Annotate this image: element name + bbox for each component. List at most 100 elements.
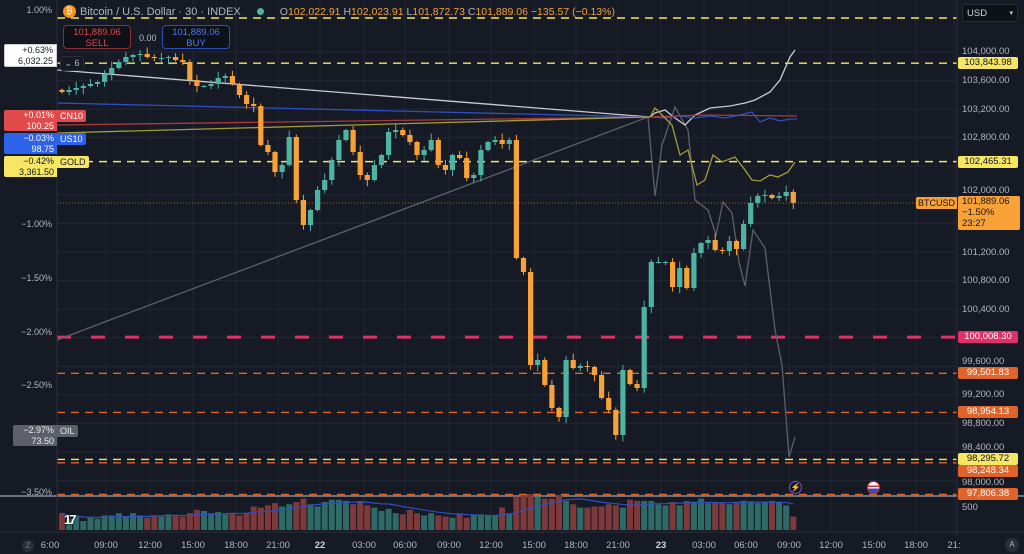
candle-body: [59, 89, 65, 92]
collapse-indicators-button[interactable]: ⌄ 6: [60, 56, 84, 71]
candle-body: [244, 95, 250, 104]
candle-body: [563, 360, 569, 417]
candle-body: [400, 130, 406, 135]
comparison-oil-tag[interactable]: OIL: [57, 425, 78, 437]
candle-body: [428, 140, 434, 150]
candle-body: [393, 130, 399, 132]
time-tick: 12:00: [479, 540, 503, 551]
volume-bar: [314, 506, 321, 530]
time-tick: 09:00: [437, 540, 461, 551]
buy-button[interactable]: 101,889.06 BUY: [162, 25, 230, 49]
volume-bar: [698, 498, 704, 530]
symbol-title: Bitcoin / U.S. Dollar · 30 · INDEX: [80, 5, 241, 18]
time-tick: 12:00: [819, 540, 843, 551]
timezone-button[interactable]: Z: [22, 540, 34, 552]
candle-body: [584, 366, 590, 367]
volume-bar: [548, 498, 555, 530]
time-tick: 09:00: [94, 540, 118, 551]
auto-scale-button[interactable]: A: [1005, 538, 1019, 552]
candle-body: [733, 241, 740, 249]
volume-bar: [591, 506, 598, 530]
candle-body: [677, 268, 683, 287]
volume-bar: [94, 518, 101, 530]
candle-body: [222, 76, 228, 78]
tradingview-logo[interactable]: 17: [64, 512, 77, 527]
candle-body: [123, 57, 129, 62]
candle-body: [471, 175, 477, 178]
candle-body: [194, 80, 200, 86]
time-tick: 18:00: [904, 540, 928, 551]
comparison-us10-label[interactable]: −0.03% 98.75: [4, 133, 57, 154]
volume-bar: [328, 499, 335, 530]
comparison-es-label[interactable]: +0.63% 6,032.25: [4, 44, 57, 67]
sell-button[interactable]: 101,889.06 SELL: [63, 25, 131, 49]
last-price-symbol-tag: BTCUSD: [916, 197, 957, 209]
candle-body: [577, 366, 583, 368]
comparison-oil-label[interactable]: −2.97% 73.50: [13, 425, 57, 446]
candle-body: [776, 196, 782, 198]
comparison-us10-tag[interactable]: US10: [57, 133, 86, 145]
volume-bar: [399, 514, 406, 530]
volume-bar: [619, 507, 626, 530]
price-tick: 100,400.00: [962, 304, 1010, 315]
grid-lines: [57, 0, 957, 532]
comparison-cn10-tag[interactable]: CN10: [57, 110, 87, 122]
volume-bar: [385, 508, 392, 530]
candle-body: [435, 140, 441, 165]
candle-body: [691, 253, 697, 288]
candle-body: [286, 137, 292, 165]
time-tick: 12:00: [138, 540, 162, 551]
candle-body: [506, 140, 512, 144]
volume-bar: [179, 516, 186, 530]
volume-bar: [279, 506, 286, 530]
time-tick: 06:00: [393, 540, 417, 551]
cn10-line: [56, 114, 798, 126]
percent-tick: −2.50%: [21, 380, 52, 390]
candle-body: [627, 370, 633, 384]
symbol-legend[interactable]: ₿ Bitcoin / U.S. Dollar · 30 · INDEX O10…: [63, 5, 615, 18]
volume-bar: [193, 509, 200, 530]
time-tick: 6:00: [40, 540, 60, 551]
candle-body: [322, 180, 328, 190]
volume-bar: [165, 514, 172, 530]
volume-bar: [747, 502, 754, 530]
volume-bar: [435, 515, 442, 530]
volume-bar: [371, 507, 378, 530]
volume-bar: [343, 500, 349, 530]
candle-body: [258, 106, 264, 145]
lightning-event-icon[interactable]: ⚡: [789, 481, 802, 494]
candle-body: [73, 88, 79, 90]
comparison-cn10-label[interactable]: +0.01% 100.25: [4, 110, 57, 131]
volume-bar: [676, 505, 683, 530]
volume-bar: [669, 502, 676, 530]
candle-body: [300, 200, 306, 225]
time-tick: 15:00: [522, 540, 546, 551]
candle-body: [513, 140, 519, 258]
volume-bar: [456, 513, 463, 530]
candle-body: [293, 137, 299, 200]
us-flag-event-icon[interactable]: [867, 481, 880, 494]
time-tick: 09:00: [777, 540, 801, 551]
comparison-gold-tag[interactable]: GOLD: [57, 156, 89, 168]
volume-bar: [87, 517, 94, 530]
volume-bar: [499, 507, 506, 530]
volume-bar: [257, 507, 264, 530]
volume-bar: [492, 515, 499, 530]
candle-body: [414, 142, 420, 155]
price-line-label: 100,008.30: [958, 331, 1018, 343]
currency-select[interactable]: USD ▾: [962, 4, 1018, 22]
volume-bar: [563, 500, 570, 530]
volume-bar: [229, 513, 236, 530]
candle-body: [528, 272, 534, 365]
volume-bar: [80, 521, 87, 530]
chevron-down-icon: ⌄: [64, 58, 72, 68]
candle-body: [719, 250, 725, 251]
candle-body: [336, 140, 342, 160]
candle-body: [130, 55, 136, 57]
volume-bar: [73, 515, 80, 530]
chevron-down-icon: ▾: [1009, 10, 1013, 17]
comparison-gold-label[interactable]: −0.42% 3,361.50: [4, 156, 57, 177]
time-tick: 03:00: [352, 540, 376, 551]
volume-bar: [719, 503, 726, 530]
